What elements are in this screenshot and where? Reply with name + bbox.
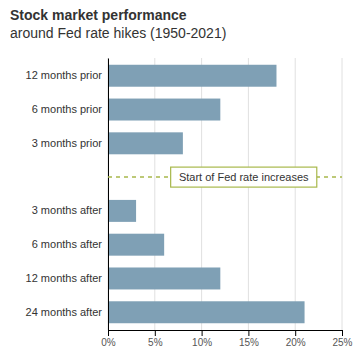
y-tick: 3 months after: [32, 204, 108, 216]
annotation-box: [171, 167, 317, 187]
x-tick-label: 15%: [239, 337, 259, 348]
x-tick-mark: [202, 330, 203, 336]
grid-line: [342, 58, 343, 330]
y-tick: 3 months prior: [32, 137, 108, 149]
bar: [108, 301, 305, 323]
x-tick-mark: [295, 330, 296, 336]
x-tick-mark: [248, 330, 249, 336]
y-tick-label: 3 months prior: [32, 137, 103, 149]
y-tick-label: 6 months prior: [32, 103, 103, 115]
y-tick: 6 months after: [32, 238, 108, 250]
bar: [108, 234, 164, 256]
bar: [108, 200, 136, 222]
bar: [108, 267, 220, 289]
x-tick: 5%: [148, 330, 163, 348]
x-tick-label: 5%: [148, 337, 163, 348]
x-tick: 25%: [332, 330, 352, 348]
y-tick: 12 months prior: [26, 69, 108, 81]
y-tick-label: 24 months after: [26, 306, 103, 318]
grid-line: [248, 58, 249, 330]
x-tick: 15%: [239, 330, 259, 348]
y-tick-label: 12 months prior: [26, 69, 103, 81]
x-tick-label: 0%: [101, 337, 116, 348]
title: around Fed rate hikes (1950-2021): [10, 25, 226, 41]
y-axis-line: [108, 59, 109, 331]
y-axis: 12 months prior 6 months prior 3 months pr…: [26, 59, 109, 331]
x-tick: 10%: [192, 330, 212, 348]
grid-line: [295, 58, 296, 330]
y-tick-label: 3 months after: [32, 204, 103, 216]
y-tick: 12 months after: [26, 272, 108, 284]
x-tick-mark: [155, 330, 156, 336]
y-tick: 24 months after: [26, 306, 108, 318]
x-tick-mark: [108, 330, 109, 336]
plot: 0% 5% 10% 15% 20% 25% 12 months prior 6 months …: [26, 58, 353, 348]
x-tick: 20%: [286, 330, 306, 348]
x-axis: 0% 5% 10% 15% 20% 25%: [101, 330, 352, 348]
annotation: Start of Fed rate increases: [179, 171, 309, 183]
bar: [108, 65, 276, 87]
title: Stock market performance: [10, 7, 187, 23]
grid-line: [108, 58, 109, 330]
chart: Stock market performance around Fed rate …: [0, 0, 360, 360]
x-tick-label: 20%: [286, 337, 306, 348]
x-tick-mark: [342, 330, 343, 336]
x-axis-line: [109, 331, 343, 337]
bars: [108, 65, 305, 323]
y-tick-label: 12 months after: [26, 272, 103, 284]
y-tick: 6 months prior: [32, 103, 108, 115]
y-tick-label: 6 months after: [32, 238, 103, 250]
bar: [108, 132, 183, 154]
grid: [108, 58, 342, 330]
bar: [108, 99, 220, 121]
x-tick: 0%: [101, 330, 116, 348]
x-tick-label: 25%: [332, 337, 352, 348]
x-tick-label: 10%: [192, 337, 212, 348]
